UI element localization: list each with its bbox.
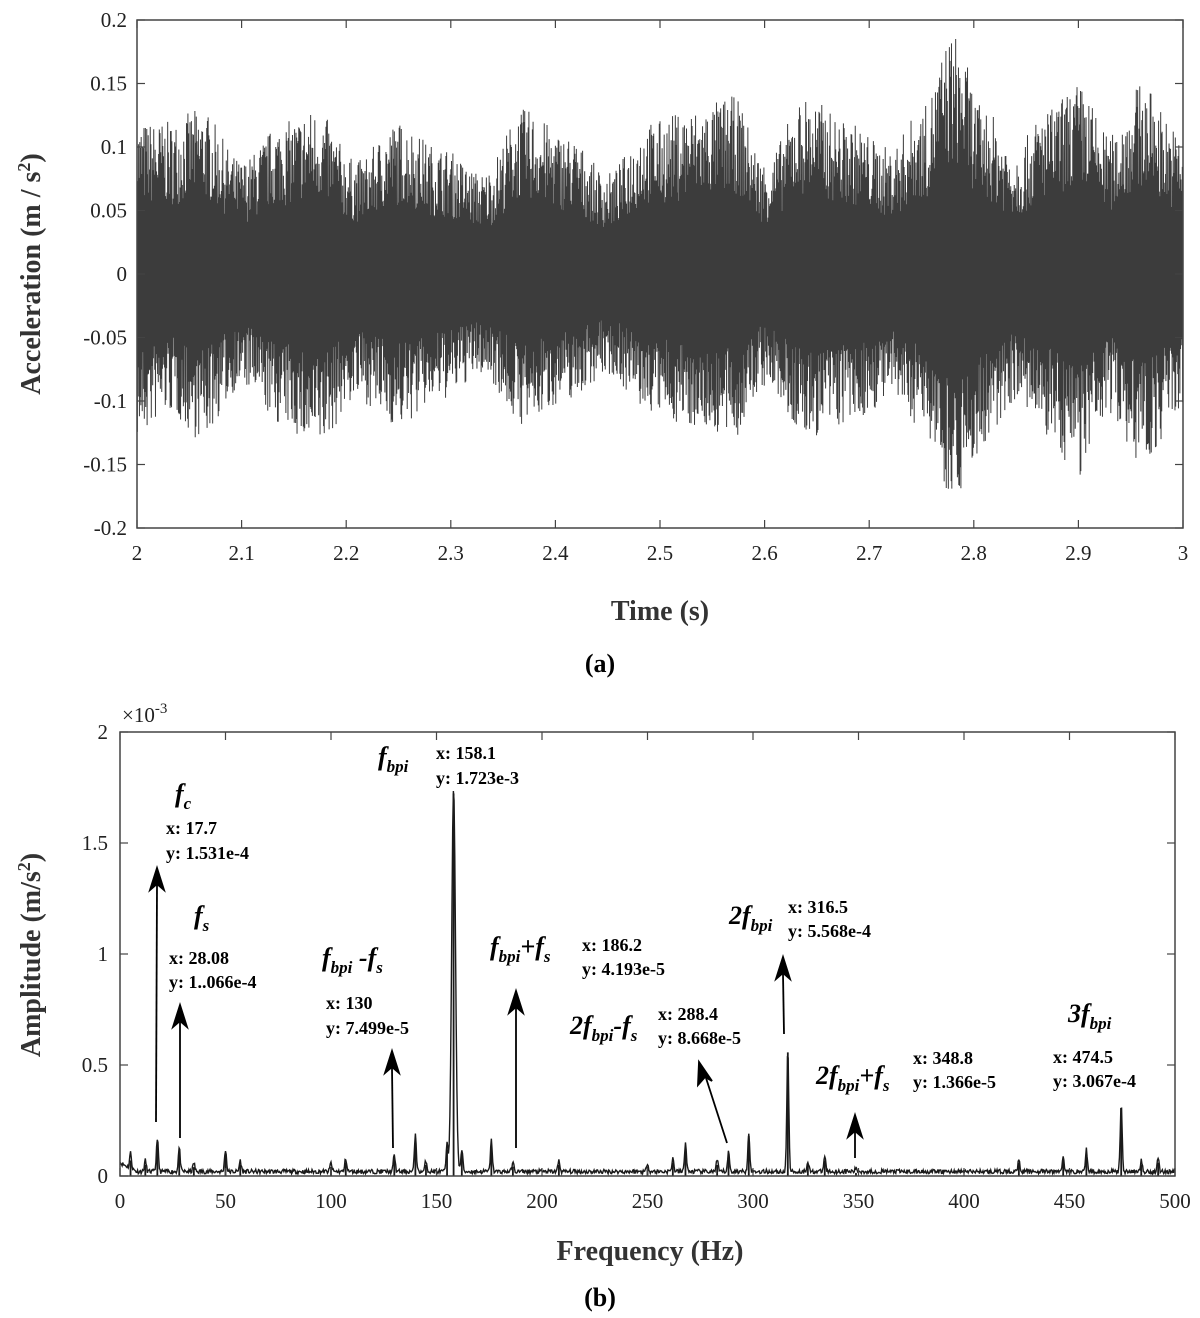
annotation-2fbpi-minus-fs-x: x: 288.4: [658, 1004, 718, 1024]
y-ticks-b: 0 0.5 1 1.5 2: [82, 720, 1175, 1188]
annotation-fbpi-y: y: 1.723e-3: [436, 768, 519, 788]
arrow-fbpi-minus-fs: [383, 1048, 401, 1149]
y-tick-label-a: 0.15: [90, 72, 127, 96]
svg-text:2fbpi-fs: 2fbpi-fs: [569, 1011, 638, 1045]
x-tick-label-b: 450: [1054, 1189, 1086, 1213]
y-tick-label-a: 0.1: [101, 135, 127, 159]
svg-text:fs: fs: [194, 901, 210, 935]
annotation-2fbpi-minus-fs: 2fbpi-fs x: 288.4 y: 8.668e-5: [569, 1004, 741, 1048]
panel-label-b: (b): [584, 1283, 616, 1312]
spectrum-trace: [119, 790, 1176, 1177]
arrow-2fbpi: [774, 954, 792, 1035]
y-tick-label-a: -0.15: [83, 453, 127, 477]
y-tick-label-b: 1: [98, 942, 109, 966]
chart-a: -0.2 -0.15 -0.1 -0.05 0 0.05 0.1 0.15 0.2 2 2.1 2.…: [14, 8, 1188, 678]
x-tick-label-b: 500: [1159, 1189, 1191, 1213]
acceleration-waveform: [136, 38, 1184, 489]
annotation-arrows: [148, 865, 864, 1158]
chart-b: 0 0.5 1 1.5 2 0 50 100 150 200 250 300 350 400 450 500…: [14, 701, 1191, 1312]
annotation-fbpi-minus-fs-x: x: 130: [326, 993, 373, 1013]
svg-text:fbpi -fs: fbpi -fs: [322, 943, 383, 977]
svg-text:2fbpi: 2fbpi: [728, 901, 773, 935]
annotation-2fbpi-plus-fs: 2fbpi+fs x: 348.8 y: 1.366e-5: [815, 1048, 996, 1095]
annotation-2fbpi: 2fbpi x: 316.5 y: 5.568e-4: [728, 897, 871, 941]
svg-text:3fbpi: 3fbpi: [1067, 999, 1112, 1033]
annotation-2fbpi-y: y: 5.568e-4: [788, 921, 871, 941]
panel-label-a: (a): [585, 649, 615, 678]
x-tick-label-a: 2.7: [856, 541, 882, 565]
x-tick-label-b: 200: [526, 1189, 558, 1213]
annotation-2fbpi-plus-fs-y: y: 1.366e-5: [913, 1072, 996, 1092]
svg-text:fc: fc: [175, 779, 192, 813]
x-tick-label-b: 350: [843, 1189, 875, 1213]
x-tick-label-b: 0: [115, 1189, 126, 1213]
annotation-fc-x: x: 17.7: [166, 818, 217, 838]
y-tick-label-a: -0.1: [94, 389, 127, 413]
annotation-fbpi-minus-fs-y: y: 7.499e-5: [326, 1018, 409, 1038]
annotation-2fbpi-x: x: 316.5: [788, 897, 848, 917]
x-tick-label-a: 2.5: [647, 541, 673, 565]
x-ticks-b: 0 50 100 150 200 250 300 350 400 450 500: [115, 732, 1191, 1213]
x-tick-label-a: 2.4: [542, 541, 569, 565]
y-tick-label-b: 0.5: [82, 1053, 108, 1077]
x-tick-label-b: 50: [215, 1189, 236, 1213]
annotation-fs: fs x: 28.08 y: 1..066e-4: [169, 901, 256, 992]
y-tick-label-a: -0.05: [83, 326, 127, 350]
plot-frame-b: [119, 731, 1176, 1177]
y-tick-label-a: 0.05: [90, 199, 127, 223]
annotation-3fbpi-x: x: 474.5: [1053, 1047, 1113, 1067]
x-tick-label-a: 2: [132, 541, 143, 565]
x-tick-label-a: 2.6: [751, 541, 777, 565]
annotation-fs-x: x: 28.08: [169, 948, 229, 968]
annotation-fbpi-plus-fs-x: x: 186.2: [582, 935, 642, 955]
annotation-fbpi-minus-fs: fbpi -fs x: 130 y: 7.499e-5: [322, 943, 409, 1038]
y-tick-label-a: 0: [117, 262, 128, 286]
annotation-fc: fc x: 17.7 y: 1.531e-4: [166, 779, 249, 863]
annotation-3fbpi: 3fbpi x: 474.5 y: 3.067e-4: [1053, 999, 1136, 1091]
y-tick-label-b: 2: [98, 720, 109, 744]
svg-text:fbpi+fs: fbpi+fs: [490, 932, 551, 966]
arrow-2fbpi-plus-fs: [846, 1112, 864, 1158]
annotation-fc-y: y: 1.531e-4: [166, 843, 249, 863]
annotation-fbpi: fbpi x: 158.1 y: 1.723e-3: [378, 742, 519, 788]
y-tick-label-b: 1.5: [82, 831, 108, 855]
y-tick-label-b: 0: [98, 1164, 109, 1188]
svg-text:fbpi: fbpi: [378, 742, 409, 776]
arrow-fs: [171, 1002, 189, 1138]
y-axis-label-b: Amplitude (m/s2): [14, 853, 47, 1057]
acceleration-trace: [136, 38, 1184, 489]
svg-text:2fbpi+fs: 2fbpi+fs: [815, 1061, 890, 1095]
arrow-2fbpi-minus-fs: [696, 1059, 728, 1144]
x-tick-label-b: 250: [632, 1189, 664, 1213]
annotation-2fbpi-plus-fs-x: x: 348.8: [913, 1048, 973, 1068]
x-tick-label-a: 3: [1178, 541, 1189, 565]
x-tick-label-a: 2.2: [333, 541, 359, 565]
x-tick-label-a: 2.9: [1065, 541, 1091, 565]
x-axis-label-b: Frequency (Hz): [557, 1236, 744, 1267]
y-tick-label-a: -0.2: [94, 516, 127, 540]
annotation-fbpi-plus-fs-y: y: 4.193e-5: [582, 959, 665, 979]
x-tick-label-b: 150: [421, 1189, 453, 1213]
x-tick-label-b: 400: [948, 1189, 980, 1213]
x-ticks-a: 2 2.1 2.2 2.3 2.4 2.5 2.6 2.7 2.8 2.9 3: [132, 20, 1189, 565]
y-tick-label-a: 0.2: [101, 8, 127, 32]
arrow-fc: [148, 865, 166, 1123]
x-axis-label-a: Time (s): [611, 596, 709, 627]
x-tick-label-b: 100: [315, 1189, 347, 1213]
x-tick-label-a: 2.8: [961, 541, 987, 565]
annotation-fs-y: y: 1..066e-4: [169, 972, 256, 992]
annotation-2fbpi-minus-fs-y: y: 8.668e-5: [658, 1028, 741, 1048]
x-tick-label-a: 2.3: [438, 541, 464, 565]
axis-multiplier-b: ×10-3: [122, 701, 167, 727]
amplitude-spectrum: [119, 790, 1176, 1177]
annotation-fbpi-x: x: 158.1: [436, 743, 496, 763]
x-tick-label-b: 300: [737, 1189, 769, 1213]
y-axis-label-a: Acceleration (m / s2): [14, 153, 47, 394]
arrow-fbpi-plus-fs: [507, 988, 525, 1148]
annotation-fbpi-plus-fs: fbpi+fs x: 186.2 y: 4.193e-5: [490, 932, 665, 979]
x-tick-label-a: 2.1: [228, 541, 254, 565]
y-ticks-a: -0.2 -0.15 -0.1 -0.05 0 0.05 0.1 0.15 0.2: [83, 8, 1183, 540]
annotation-3fbpi-y: y: 3.067e-4: [1053, 1071, 1136, 1091]
